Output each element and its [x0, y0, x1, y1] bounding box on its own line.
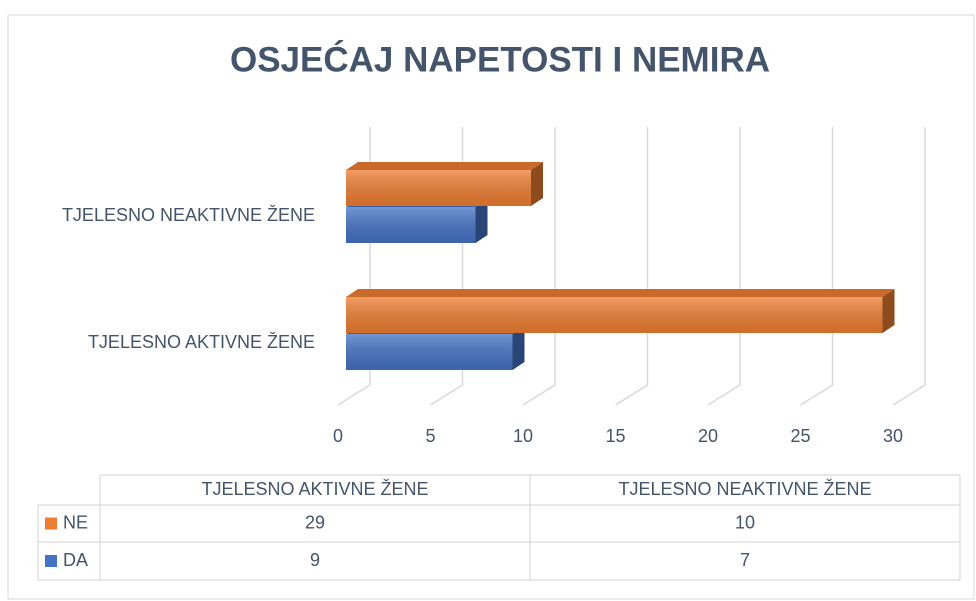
- grid-line: [707, 127, 741, 406]
- x-tick-label: 20: [698, 426, 718, 446]
- bar-side: [475, 199, 488, 243]
- bar-shine: [346, 334, 513, 370]
- x-tick-label: 25: [790, 426, 810, 446]
- x-tick-label: 5: [425, 426, 435, 446]
- bar-top: [346, 289, 895, 297]
- bar-top: [346, 162, 543, 170]
- x-tick-label: 10: [513, 426, 533, 446]
- chart-title: OSJEĆAJ NAPETOSTI I NEMIRA: [230, 39, 770, 79]
- legend-label: NE: [63, 512, 88, 532]
- bar-side: [512, 326, 525, 370]
- table-header: TJELESNO AKTIVNE ŽENE: [201, 479, 428, 499]
- grid-line: [800, 127, 834, 406]
- legend-key: [45, 555, 57, 567]
- bar-shine: [346, 207, 476, 243]
- bar-side: [531, 162, 543, 206]
- legend-label: DA: [63, 550, 88, 570]
- y-tick-label: TJELESNO NEAKTIVNE ŽENE: [62, 205, 315, 225]
- legend-key: [45, 517, 57, 530]
- grid-line: [892, 127, 926, 406]
- table-value: 9: [310, 550, 320, 570]
- y-tick-label: TJELESNO AKTIVNE ŽENE: [88, 332, 315, 352]
- table-value: 29: [305, 512, 325, 532]
- x-tick-label: 15: [605, 426, 625, 446]
- bar-side: [882, 289, 895, 333]
- x-tick-label: 30: [883, 426, 903, 446]
- table-header: TJELESNO NEAKTIVNE ŽENE: [618, 479, 871, 499]
- x-tick-label: 0: [333, 426, 343, 446]
- grid-line: [522, 127, 556, 406]
- grid-line: [615, 127, 649, 406]
- table-value: 10: [735, 512, 755, 532]
- bar-shine: [346, 170, 531, 206]
- bar-shine: [346, 297, 883, 333]
- table-value: 7: [740, 550, 750, 570]
